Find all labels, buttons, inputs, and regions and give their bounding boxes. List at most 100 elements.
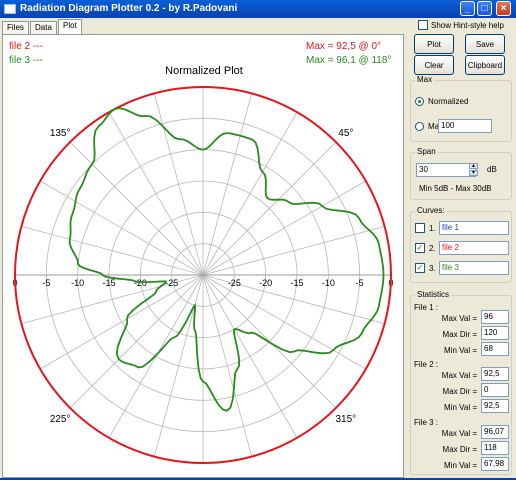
curve-item[interactable]: 1. (415, 223, 436, 233)
db-tick-label-right: -10 (322, 278, 335, 288)
curve-number: 1. (429, 223, 436, 233)
stat-file-1-max-dir: 120 (481, 326, 509, 340)
stat-file-2-max-val: 92,5 (481, 367, 509, 381)
max-option-label: Max (428, 122, 444, 131)
db-tick-label-left: -10 (71, 278, 84, 288)
stat-label: Max Dir = (442, 387, 477, 396)
grid-spoke (69, 274, 204, 409)
statistics-group: Statistics File 1 : Max Val = 96 Max Dir… (410, 290, 512, 475)
stat-file-3-title: File 3 : (414, 418, 439, 427)
grid-spoke (108, 111, 204, 276)
curve-1-checkbox[interactable] (415, 223, 425, 233)
max-value-input[interactable]: 100 (438, 119, 492, 133)
grid-spoke (202, 180, 367, 276)
grid-spoke (153, 274, 204, 457)
db-tick-label-right: -25 (228, 278, 241, 288)
max-radio[interactable] (415, 122, 424, 131)
db-tick-label-right: -5 (356, 278, 364, 288)
app-window-icon (4, 4, 16, 14)
stat-file-2-title: File 2 : (414, 360, 439, 369)
maximize-button[interactable]: □ (477, 1, 492, 16)
title-bar: Radiation Diagram Plotter 0.2 - by R.Pad… (0, 0, 516, 18)
grid-spoke (21, 274, 204, 325)
span-down-arrow[interactable]: ▾ (469, 170, 478, 176)
stat-label: Max Dir = (442, 445, 477, 454)
curve-item[interactable]: ✓ 2. (415, 243, 436, 253)
span-up-arrow[interactable]: ▴ (469, 163, 478, 169)
stat-label: Min Val = (444, 403, 477, 412)
clear-button[interactable]: Clear (414, 55, 454, 75)
stat-label: Max Val = (441, 429, 477, 438)
stat-label: Min Val = (444, 461, 477, 470)
normalized-option[interactable]: Normalized (415, 97, 468, 106)
db-tick-label-right: -15 (290, 278, 303, 288)
span-unit: dB (487, 165, 497, 174)
grid-spoke (202, 225, 385, 276)
hint-checkbox[interactable] (418, 20, 428, 30)
grid-spoke (39, 274, 204, 370)
grid-spoke (202, 274, 298, 439)
curves-group: Curves: 1. file 1 ✓ 2. file 2 ✓ 3. file … (410, 206, 512, 283)
hint-style-toggle[interactable]: Show Hint-style help (418, 20, 504, 30)
angle-label: 135° (50, 128, 71, 139)
tab-data[interactable]: Data (30, 21, 57, 34)
max-readout-file-2: Max = 92,5 @ 0° (306, 41, 382, 52)
hint-label: Show Hint-style help (431, 20, 504, 30)
statistics-group-label: Statistics (415, 290, 452, 299)
stat-label: Min Val = (444, 346, 477, 355)
legend-label: file 3 --- (9, 55, 43, 66)
stat-label: Max Val = (441, 314, 477, 323)
curve-3-name: file 3 (439, 261, 509, 275)
minimize-button[interactable]: _ (460, 1, 475, 16)
polar-plot: 0 0-5 -5-10 -10-15 -15-20 -20-25 -2545°135°225… (12, 86, 394, 464)
curve-item[interactable]: ✓ 3. (415, 263, 436, 273)
db-tick-label-left: -20 (134, 278, 147, 288)
series-file-3-line (68, 107, 385, 412)
grid-spoke (202, 274, 367, 370)
curve-2-checkbox[interactable]: ✓ (415, 243, 425, 253)
tab-plot[interactable]: Plot (58, 19, 82, 34)
stat-file-1-min-val: 68 (481, 342, 509, 356)
grid-spoke (202, 111, 298, 276)
curve-3-checkbox[interactable]: ✓ (415, 263, 425, 273)
curve-number: 3. (429, 263, 436, 273)
normalized-radio[interactable] (415, 97, 424, 106)
stat-file-3-max-val: 96,07 (481, 425, 509, 439)
span-group: Span 30 ▴ ▾ dB Min 5dB - Max 30dB (410, 147, 512, 200)
max-readout-file-3: Max = 96,1 @ 118° (306, 55, 392, 66)
angle-label: 225° (50, 414, 71, 425)
grid-spoke (69, 141, 204, 276)
grid-spoke (202, 141, 337, 276)
stat-label: Max Dir = (442, 330, 477, 339)
grid-spoke (21, 225, 204, 276)
grid-spoke (39, 180, 204, 276)
stat-file-3-min-val: 67,98 (481, 457, 509, 471)
stat-file-2-max-dir: 0 (481, 383, 509, 397)
plot-title: Normalized Plot (165, 65, 243, 77)
grid-spoke (202, 93, 253, 276)
clipboard-button[interactable]: Clipboard (465, 55, 505, 75)
grid-spoke (153, 93, 204, 276)
plot-panel: file 2 --- file 3 --- Max = 92,5 @ 0° Ma… (2, 34, 404, 478)
legend-label: file 2 --- (9, 41, 43, 52)
db-tick-label-right: -20 (259, 278, 272, 288)
db-tick-label-left: -5 (42, 278, 50, 288)
curve-number: 2. (429, 243, 436, 253)
db-tick-label-left: -25 (165, 278, 178, 288)
max-group-label: Max (415, 75, 435, 84)
plot-button[interactable]: Plot (414, 34, 454, 54)
legend-file-2: file 2 --- (9, 41, 43, 52)
stat-label: Max Val = (441, 371, 477, 380)
save-button[interactable]: Save (465, 34, 505, 54)
grid-spoke (202, 274, 253, 457)
span-input[interactable]: 30 (416, 163, 476, 177)
span-range-text: Min 5dB - Max 30dB (419, 184, 492, 193)
stat-file-2-min-val: 92,5 (481, 399, 509, 413)
stat-file-1-title: File 1 : (414, 303, 439, 312)
stat-file-1-max-val: 96 (481, 310, 509, 324)
angle-label: 45° (338, 128, 353, 139)
tab-files[interactable]: Files (2, 21, 29, 34)
max-option[interactable]: Max (415, 122, 443, 131)
curves-group-label: Curves: (415, 206, 447, 215)
close-button[interactable]: × (496, 1, 511, 16)
